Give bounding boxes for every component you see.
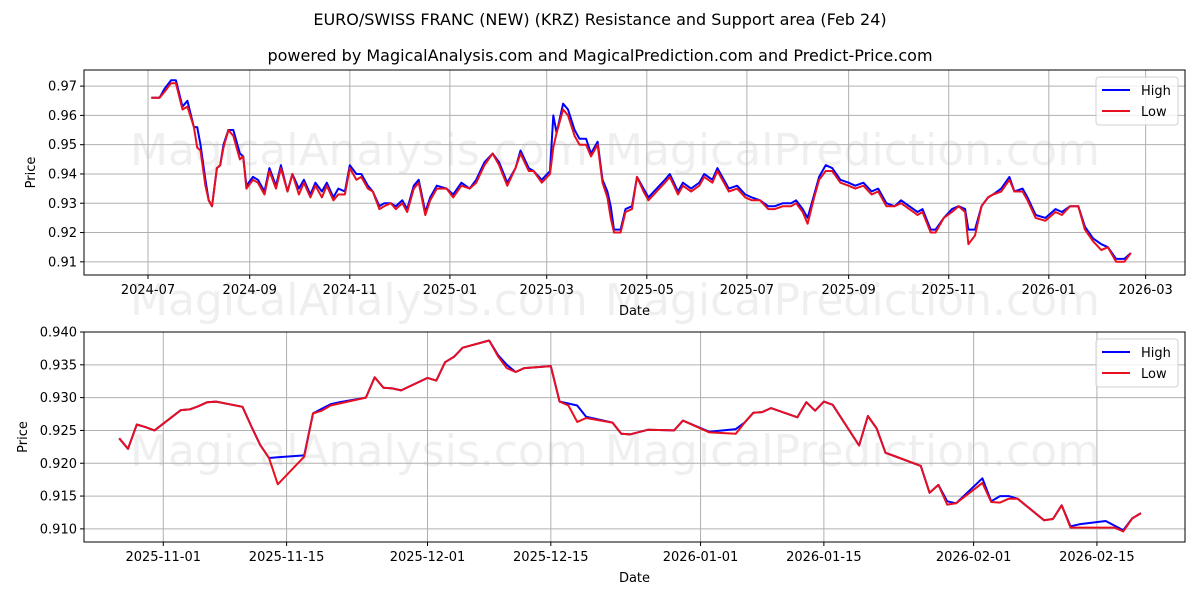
x-tick-label: 2026-01-15 — [786, 550, 862, 565]
y-tick-label: 0.910 — [40, 522, 77, 537]
watermark: MagicalAnalysis.com MagicalPrediction.com — [130, 426, 1100, 477]
legend-label-high: High — [1141, 346, 1171, 361]
x-tick-label: 2026-02-01 — [936, 550, 1012, 565]
svg-text:MagicalAnalysis.com: MagicalAnalysis.com — [130, 125, 588, 176]
series-low-line — [151, 82, 1132, 263]
x-tick-label: 2026-02-15 — [1059, 550, 1135, 565]
y-axis-label: Price — [24, 157, 39, 189]
x-tick-label: 2025-11-01 — [125, 550, 201, 565]
svg-text:MagicalAnalysis.com: MagicalAnalysis.com — [130, 426, 588, 477]
y-tick-label: 0.91 — [48, 255, 77, 270]
chart-title: EURO/SWISS FRANC (NEW) (KRZ) Resistance … — [313, 10, 887, 29]
x-axis-label: Date — [619, 304, 650, 319]
x-tick-label: 2025-09 — [821, 283, 875, 298]
x-tick-label: 2026-03 — [1118, 283, 1172, 298]
x-tick-label: 2026-01 — [1022, 283, 1076, 298]
legend-label-high: High — [1141, 84, 1171, 99]
y-tick-label: 0.920 — [40, 457, 77, 472]
y-tick-label: 0.940 — [40, 326, 77, 341]
legend: High Low — [1095, 76, 1179, 126]
plot-bottom: MagicalAnalysis.com MagicalPrediction.com… — [16, 326, 1186, 586]
y-tick-label: 0.935 — [40, 358, 77, 373]
x-tick-label: 2025-11-15 — [249, 550, 325, 565]
plot-frame — [83, 69, 1186, 276]
x-tick-label: 2025-12-01 — [390, 550, 466, 565]
y-tick-label: 0.97 — [48, 80, 77, 95]
x-tick-label: 2025-05 — [620, 283, 674, 298]
x-axis-label: Date — [619, 571, 650, 586]
x-tick-label: 2025-01 — [423, 283, 477, 298]
y-tick-label: 0.94 — [48, 167, 77, 182]
y-tick-label: 0.96 — [48, 109, 77, 124]
x-tick-label: 2025-12-15 — [513, 550, 589, 565]
svg-text:MagicalPrediction.com: MagicalPrediction.com — [605, 125, 1100, 176]
x-tick-label: 2024-09 — [223, 283, 277, 298]
svg-text:MagicalAnalysis.com: MagicalAnalysis.com — [130, 275, 588, 326]
x-tick-label: 2025-07 — [720, 283, 774, 298]
y-axis-label: Price — [16, 421, 31, 453]
y-tick-label: 0.915 — [40, 490, 77, 505]
svg-text:MagicalPrediction.com: MagicalPrediction.com — [605, 275, 1100, 326]
y-tick-label: 0.93 — [48, 197, 77, 212]
x-tick-label: 2024-07 — [121, 283, 175, 298]
plot-frame — [83, 331, 1186, 543]
x-tick-label: 2025-11 — [922, 283, 976, 298]
watermark: MagicalAnalysis.com MagicalPrediction.com… — [130, 125, 1100, 326]
plot-top: MagicalAnalysis.com MagicalPrediction.com… — [24, 69, 1186, 326]
chart-subtitle: powered by MagicalAnalysis.com and Magic… — [267, 46, 933, 65]
y-tick-label: 0.95 — [48, 138, 77, 153]
legend-label-low: Low — [1141, 105, 1167, 120]
grid: 0.910 0.915 0.920 0.925 0.930 0.935 0.940 2025-… — [40, 326, 1185, 565]
legend: High Low — [1095, 338, 1179, 388]
x-tick-label: 2025-03 — [520, 283, 574, 298]
y-tick-label: 0.925 — [40, 424, 77, 439]
x-tick-label: 2024-11 — [323, 283, 377, 298]
series-low-line — [118, 339, 1142, 533]
y-tick-label: 0.930 — [40, 391, 77, 406]
grid: 0.91 0.92 0.93 0.94 0.95 0.96 0.97 2024-07 2024-… — [48, 70, 1185, 298]
x-tick-label: 2026-01-01 — [663, 550, 739, 565]
y-tick-label: 0.92 — [48, 226, 77, 241]
legend-label-low: Low — [1141, 367, 1167, 382]
